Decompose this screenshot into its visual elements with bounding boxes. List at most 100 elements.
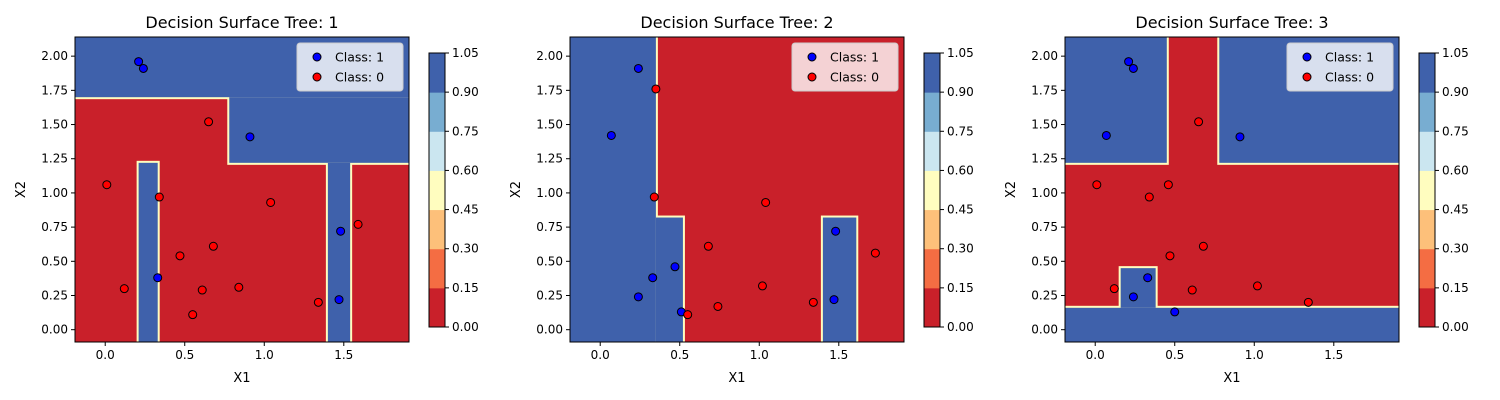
class-1-point xyxy=(153,273,163,283)
colorbar-tick-label: 0.45 xyxy=(452,203,479,217)
y-tick-label: 1.00 xyxy=(41,186,68,200)
x-tick-label: 1.0 xyxy=(255,348,274,362)
class-0-point xyxy=(234,282,244,292)
x-axis-label: X1 xyxy=(1223,371,1240,386)
class-0-point xyxy=(154,192,164,202)
x-tick-label: 0.5 xyxy=(1165,348,1184,362)
class-1-point xyxy=(633,292,643,302)
y-tick-label: 1.50 xyxy=(1031,118,1058,132)
colorbar-tick-label: 0.75 xyxy=(1442,124,1469,138)
y-tick-label: 0.00 xyxy=(536,323,563,337)
colorbar-band xyxy=(429,248,445,289)
y-tick-label: 1.75 xyxy=(536,83,563,97)
legend-label: Class: 1 xyxy=(830,50,879,65)
x-tick-label: 1.5 xyxy=(334,348,353,362)
colorbar-band xyxy=(1419,170,1435,211)
y-tick-label: 1.25 xyxy=(536,152,563,166)
y-tick-label: 1.00 xyxy=(1031,186,1058,200)
y-tick-label: 0.00 xyxy=(1031,323,1058,337)
colorbar-tick-label: 1.05 xyxy=(1442,46,1469,60)
colorbar-band xyxy=(1419,92,1435,132)
class-1-point xyxy=(829,295,839,305)
y-tick-label: 0.50 xyxy=(1031,254,1058,268)
axes-frame xyxy=(1064,36,1400,343)
subplot-1: 0.0 0.5 1.0 1.5 0.00 0.25 0.50 0.75 1.00 1.25 1.50… xyxy=(14,13,479,386)
x-tick-label: 0.0 xyxy=(96,348,115,362)
class-1-point xyxy=(1124,57,1134,67)
colorbar-tick-label: 0.90 xyxy=(452,85,479,99)
class-0-point xyxy=(683,310,693,320)
class-1-point xyxy=(831,226,841,236)
class-0-point xyxy=(1144,192,1154,202)
colorbar-band xyxy=(924,131,940,171)
y-tick-label: 1.25 xyxy=(1031,152,1058,166)
colorbar-tick-label: 1.05 xyxy=(947,46,974,60)
colorbar-band xyxy=(924,287,940,328)
class-0-point xyxy=(188,310,198,320)
y-tick-label: 0.75 xyxy=(41,220,68,234)
x-tick-label: 1.5 xyxy=(1324,348,1343,362)
chart-title: Decision Surface Tree: 1 xyxy=(145,13,338,32)
colorbar-tick-label: 0.15 xyxy=(452,281,479,295)
y-tick-label: 1.75 xyxy=(41,83,68,97)
y-tick-label: 2.00 xyxy=(41,49,68,63)
class-0-point xyxy=(119,284,129,294)
colorbar-tick-label: 0.60 xyxy=(947,163,974,177)
colorbar-band xyxy=(429,170,445,211)
class-1-region xyxy=(327,162,351,342)
colorbar-band xyxy=(429,53,445,93)
subplot-3: 0.0 0.5 1.0 1.5 0.00 0.25 0.50 0.75 1.00 1.25 1.50… xyxy=(1004,13,1469,386)
class-0-point xyxy=(761,197,771,207)
colorbar-frame xyxy=(1418,52,1436,328)
colorbar-frame xyxy=(923,52,941,328)
x-axis-label: X1 xyxy=(233,371,250,386)
x-tick-label: 1.0 xyxy=(1245,348,1264,362)
colorbar-band xyxy=(429,92,445,132)
class-1-point xyxy=(334,295,344,305)
class-1-point xyxy=(670,262,680,272)
chart-title: Decision Surface Tree: 3 xyxy=(1135,13,1328,32)
colorbar: 0.00 0.15 0.30 0.45 0.60 0.75 0.90 1.05 xyxy=(1418,46,1469,334)
y-tick-label: 1.25 xyxy=(41,152,68,166)
class-0-point xyxy=(313,297,323,307)
class-0-point xyxy=(1194,117,1204,127)
class-0-point xyxy=(1187,285,1197,295)
class-1-region xyxy=(822,217,857,342)
class-1-point xyxy=(1235,132,1245,142)
colorbar-band xyxy=(429,209,445,250)
chart-title: Decision Surface Tree: 2 xyxy=(640,13,833,32)
colorbar-tick-label: 0.15 xyxy=(1442,281,1469,295)
class-1-point xyxy=(1101,130,1111,140)
class-0-point xyxy=(208,241,218,251)
class-0-point xyxy=(175,251,185,261)
y-tick-label: 2.00 xyxy=(536,49,563,63)
y-tick-label: 0.50 xyxy=(41,254,68,268)
class-1-point xyxy=(138,63,148,73)
class-1-point xyxy=(336,226,346,236)
class-0-point xyxy=(266,197,276,207)
y-tick-label: 0.75 xyxy=(1031,220,1058,234)
y-tick-label: 0.00 xyxy=(41,323,68,337)
colorbar-tick-label: 0.15 xyxy=(947,281,974,295)
colorbar-tick-label: 0.45 xyxy=(947,203,974,217)
y-tick-label: 0.25 xyxy=(41,288,68,302)
colorbar-band xyxy=(1419,248,1435,289)
class-0-point xyxy=(353,219,363,229)
class-0-point xyxy=(102,180,112,190)
legend-marker xyxy=(1302,72,1312,82)
class-0-point xyxy=(703,241,713,251)
axes-frame xyxy=(74,36,410,343)
legend-label: Class: 1 xyxy=(1325,50,1374,65)
y-tick-label: 0.50 xyxy=(536,254,563,268)
colorbar-tick-label: 0.90 xyxy=(947,85,974,99)
class-1-region xyxy=(229,97,409,163)
y-tick-label: 0.75 xyxy=(536,220,563,234)
class-0-point xyxy=(1092,180,1102,190)
x-tick-label: 1.0 xyxy=(750,348,769,362)
colorbar-tick-label: 0.00 xyxy=(1442,320,1469,334)
class-0-point xyxy=(808,297,818,307)
class-1-region xyxy=(138,162,158,342)
class-0-point xyxy=(1163,180,1173,190)
colorbar-band xyxy=(1419,287,1435,328)
axes-frame xyxy=(569,36,905,343)
